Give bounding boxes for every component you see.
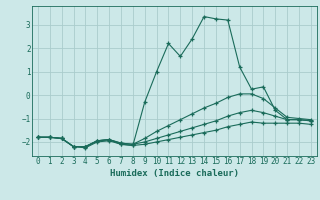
X-axis label: Humidex (Indice chaleur): Humidex (Indice chaleur) <box>110 169 239 178</box>
